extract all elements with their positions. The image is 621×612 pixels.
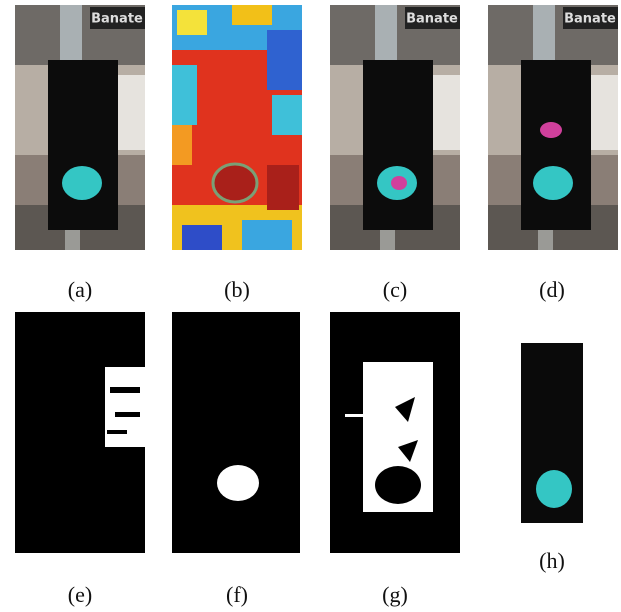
figure: Banate: [0, 0, 621, 612]
panel-label: (c): [383, 277, 407, 302]
panel-label: (f): [226, 582, 248, 607]
panel-g: [330, 312, 460, 553]
panel-e: [15, 312, 145, 553]
panel-label: (h): [539, 548, 565, 573]
panel-label: (d): [539, 277, 565, 302]
panel-h: [521, 343, 583, 523]
panel-label: (a): [68, 277, 92, 302]
panel-label: (b): [224, 277, 250, 302]
panel-c: [330, 5, 460, 250]
panel-b: [172, 5, 302, 250]
panel-a: [15, 5, 145, 250]
panel-d: [488, 5, 618, 250]
panel-label: (g): [382, 582, 408, 607]
panel-f: [172, 312, 300, 553]
panel-label: (e): [68, 582, 92, 607]
